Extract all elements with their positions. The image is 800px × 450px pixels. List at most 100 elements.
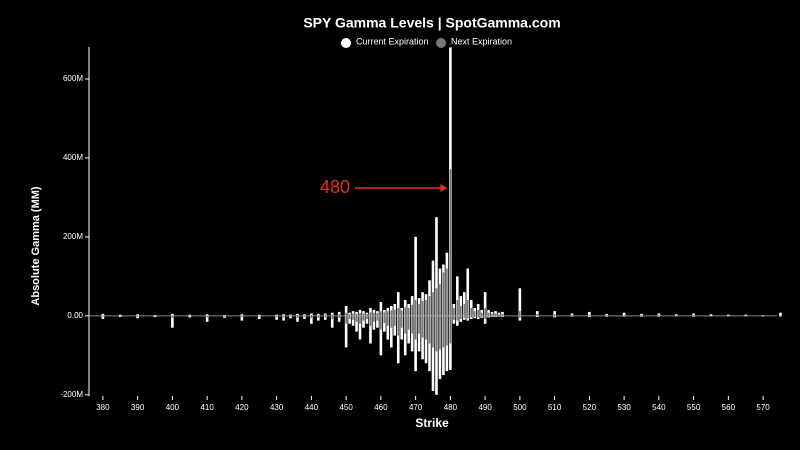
bar [397, 315, 400, 336]
bar [421, 315, 424, 338]
bar [324, 315, 327, 318]
annotation: 480 [320, 177, 350, 197]
y-axis-label: Absolute Gamma (MM) [30, 186, 42, 306]
bar [480, 315, 483, 318]
bar [425, 300, 427, 316]
y-tick-label: -200M [60, 390, 83, 399]
bar [373, 312, 375, 316]
bar [373, 315, 375, 322]
bar [456, 276, 459, 316]
bar [411, 315, 413, 334]
bar [418, 304, 420, 316]
bar [317, 315, 320, 316]
bar [449, 315, 452, 344]
bar [623, 315, 625, 316]
bar [282, 314, 285, 316]
bar [359, 315, 361, 324]
bar [494, 313, 497, 316]
bar [466, 315, 469, 319]
bar [352, 315, 354, 320]
bar [588, 311, 591, 316]
bar [435, 288, 438, 316]
x-tick-label: 450 [339, 403, 353, 412]
bar [188, 314, 192, 316]
bar [257, 315, 261, 320]
bar [383, 312, 386, 316]
bar [348, 314, 351, 316]
bar [487, 312, 490, 316]
x-tick-label: 510 [548, 403, 562, 412]
bar [553, 315, 556, 317]
bar [118, 315, 122, 318]
bar [553, 314, 556, 316]
bar [414, 300, 417, 316]
bar [296, 313, 299, 316]
bar [205, 314, 209, 316]
bar [407, 307, 410, 316]
bar [462, 315, 466, 320]
x-tick-label: 380 [96, 403, 110, 412]
bar [674, 314, 678, 316]
bar [390, 315, 393, 348]
bar [366, 313, 368, 316]
bar [380, 315, 382, 330]
bar [387, 315, 389, 326]
bar [491, 313, 493, 316]
x-tick-label: 550 [687, 403, 701, 412]
bar [258, 315, 261, 317]
bar [494, 315, 497, 317]
x-tick-label: 490 [478, 403, 492, 412]
bar [101, 313, 105, 316]
legend-marker [436, 38, 446, 48]
bar [435, 315, 438, 352]
bar [404, 315, 407, 334]
bar [487, 315, 490, 318]
x-tick-label: 520 [583, 403, 597, 412]
x-tick-label: 570 [756, 403, 770, 412]
bar [459, 305, 462, 316]
bar [622, 312, 626, 316]
bar [442, 315, 445, 348]
bar [414, 315, 417, 340]
bar [303, 315, 306, 318]
bar [358, 315, 362, 340]
bar [446, 315, 448, 346]
bar [365, 315, 369, 324]
bar [282, 315, 285, 321]
bar [463, 304, 466, 316]
bar [553, 311, 556, 316]
bar [317, 315, 320, 321]
bar [390, 315, 393, 328]
legend-marker [341, 38, 351, 48]
bar [411, 304, 413, 316]
bar [376, 315, 379, 328]
bar [407, 315, 410, 330]
bar [369, 307, 372, 316]
bar [435, 315, 438, 395]
bar [418, 315, 420, 334]
bar [456, 315, 459, 321]
bar [102, 315, 104, 317]
bar [379, 302, 383, 316]
bar [355, 315, 358, 332]
bar [310, 313, 313, 316]
x-tick-label: 400 [166, 403, 180, 412]
bar [383, 315, 386, 323]
bar [275, 314, 278, 316]
x-axis-label: Strike [415, 416, 449, 430]
bar [240, 315, 244, 321]
bar [605, 313, 609, 316]
bar [379, 315, 383, 356]
bar [337, 315, 341, 322]
chart-title: SPY Gamma Levels | SpotGamma.com [303, 15, 560, 31]
bar [692, 315, 695, 316]
y-tick-label: 600M [63, 74, 83, 83]
bar [136, 315, 139, 317]
bar [345, 315, 347, 324]
bar [317, 313, 320, 316]
y-tick-label: 0.00 [67, 311, 83, 320]
bar [456, 315, 459, 326]
bar [709, 314, 713, 316]
bar [330, 315, 334, 328]
bar [466, 268, 470, 316]
